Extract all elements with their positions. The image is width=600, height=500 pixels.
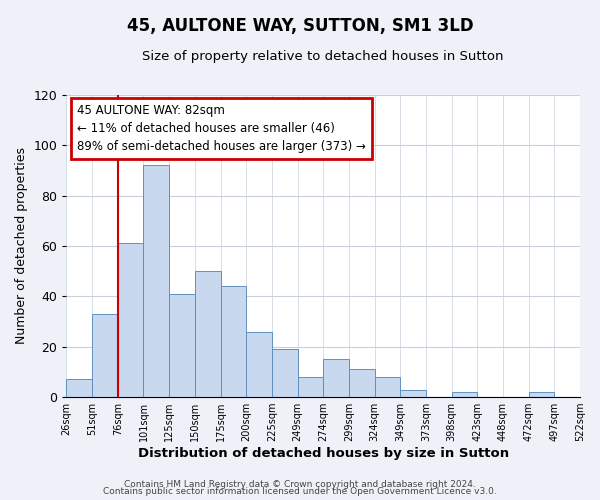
- Bar: [118, 244, 143, 397]
- Text: 45 AULTONE WAY: 82sqm
← 11% of detached houses are smaller (46)
89% of semi-deta: 45 AULTONE WAY: 82sqm ← 11% of detached …: [77, 104, 365, 153]
- Bar: [169, 294, 195, 397]
- Text: Contains HM Land Registry data © Crown copyright and database right 2024.: Contains HM Land Registry data © Crown c…: [124, 480, 476, 489]
- Bar: [298, 377, 323, 397]
- Bar: [67, 380, 92, 397]
- Bar: [195, 271, 221, 397]
- Bar: [246, 332, 272, 397]
- Bar: [143, 166, 169, 397]
- Bar: [349, 370, 374, 397]
- Bar: [529, 392, 554, 397]
- Bar: [452, 392, 477, 397]
- X-axis label: Distribution of detached houses by size in Sutton: Distribution of detached houses by size …: [137, 447, 509, 460]
- Bar: [374, 377, 400, 397]
- Bar: [400, 390, 426, 397]
- Bar: [221, 286, 246, 397]
- Bar: [92, 314, 118, 397]
- Y-axis label: Number of detached properties: Number of detached properties: [15, 148, 28, 344]
- Bar: [323, 360, 349, 397]
- Bar: [272, 349, 298, 397]
- Text: 45, AULTONE WAY, SUTTON, SM1 3LD: 45, AULTONE WAY, SUTTON, SM1 3LD: [127, 18, 473, 36]
- Title: Size of property relative to detached houses in Sutton: Size of property relative to detached ho…: [142, 50, 504, 63]
- Text: Contains public sector information licensed under the Open Government Licence v3: Contains public sector information licen…: [103, 488, 497, 496]
